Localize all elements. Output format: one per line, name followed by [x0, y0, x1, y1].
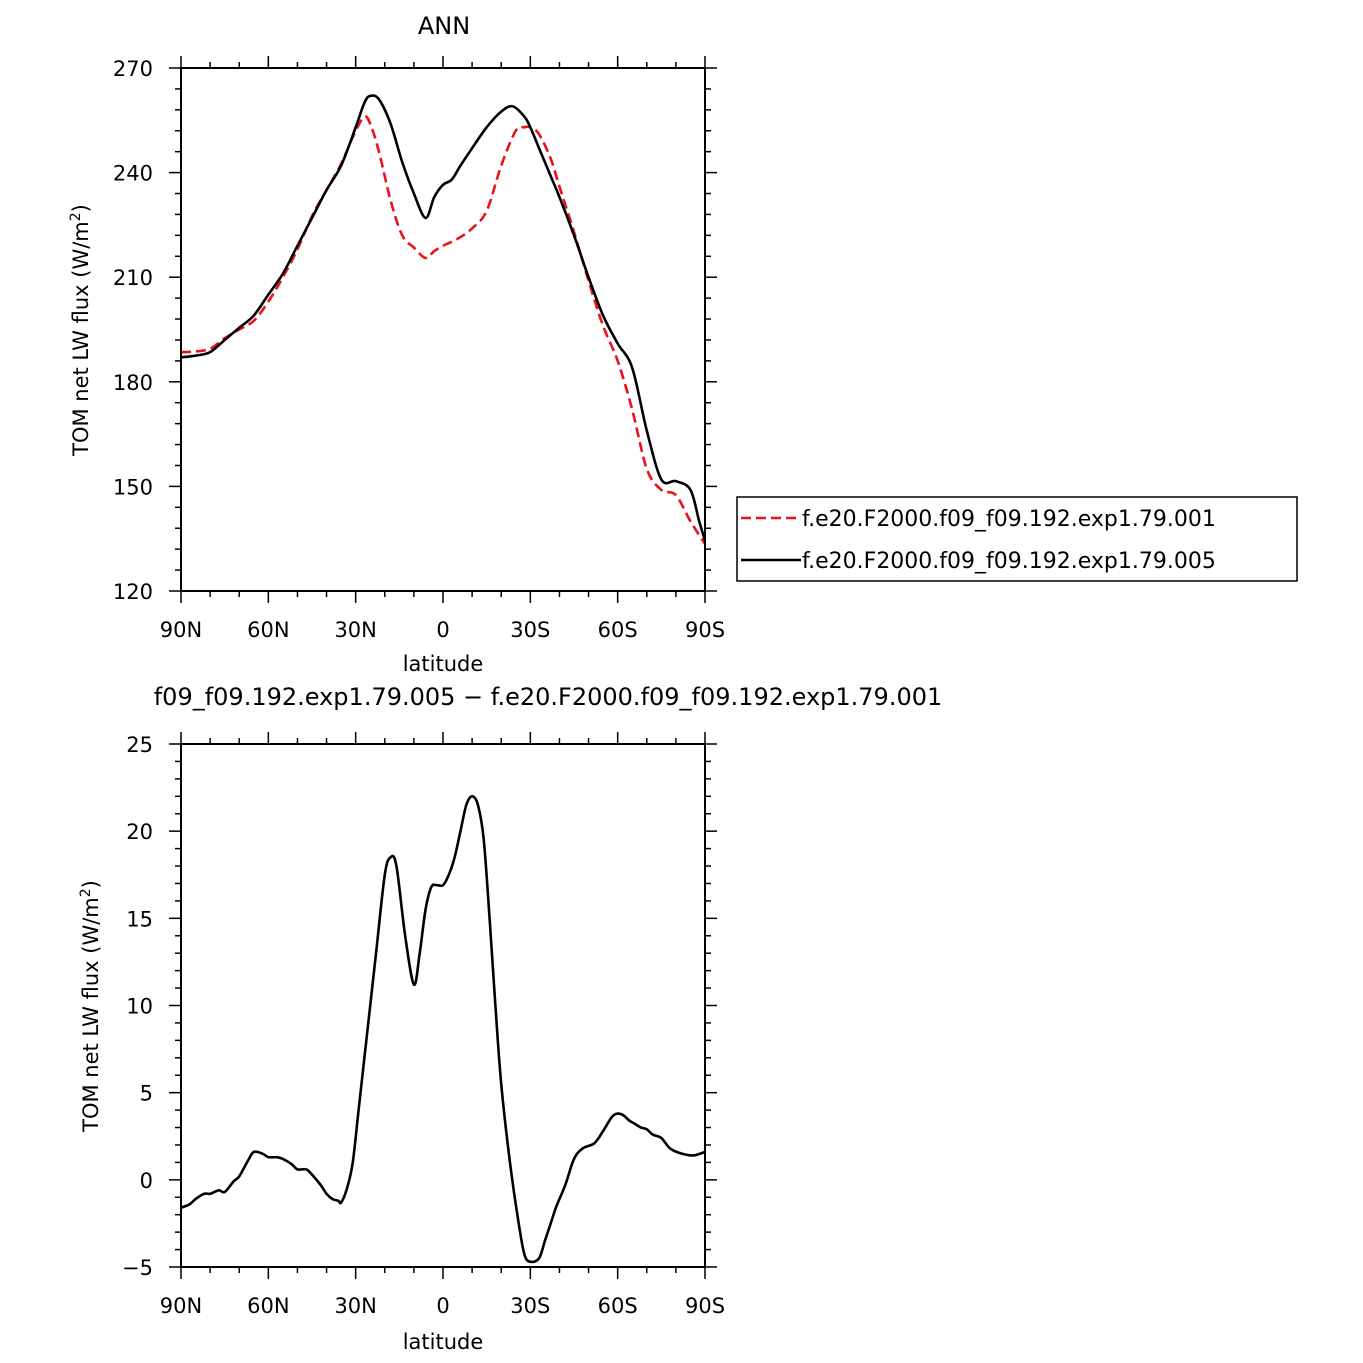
top-x-tick-label: 60S [598, 618, 638, 642]
top-series-line-0 [180, 115, 707, 545]
top-x-tick-label: 30S [510, 618, 550, 642]
top-plot-area [180, 94, 707, 545]
bottom-x-tick-label: 30S [510, 1294, 550, 1318]
bottom-x-tick-label: 30N [334, 1294, 376, 1318]
legend-entry-005: f.e20.F2000.f09_f09.192.exp1.79.005 [802, 549, 1216, 574]
top-x-tick-label: 90N [160, 618, 202, 642]
bottom-y-tick-label: 25 [126, 733, 153, 757]
bottom-y-tick-label: 20 [126, 820, 153, 844]
top-x-tick-label: 90S [685, 618, 725, 642]
bottom-x-tick-label: 60N [247, 1294, 289, 1318]
top-x-axis-label: latitude [403, 652, 484, 676]
top-x-tick-label: 0 [436, 618, 449, 642]
bottom-y-tick-label: 0 [140, 1169, 153, 1193]
top-y-tick-label: 150 [113, 475, 153, 499]
bottom-x-tick-label: 60S [598, 1294, 638, 1318]
top-x-axis: 90N 60N 30N 0 30S 60S 90S [160, 56, 725, 642]
bottom-x-tick-label: 90N [160, 1294, 202, 1318]
bottom-y-axis: −5 0 5 10 15 20 25 [122, 733, 717, 1280]
bottom-x-tick-label: 0 [436, 1294, 449, 1318]
top-chart: ANN 90N 60N 30N 0 30S 60S 90S 120 150 180 210 240 2… [68, 12, 1298, 676]
bottom-y-tick-label: 15 [126, 907, 153, 931]
bottom-chart: f09_f09.192.exp1.79.005 − f.e20.F2000.f0… [78, 683, 942, 1354]
top-y-tick-label: 210 [113, 266, 153, 290]
bottom-chart-title: f09_f09.192.exp1.79.005 − f.e20.F2000.f0… [154, 683, 943, 711]
top-series-line-1 [180, 94, 707, 541]
top-y-axis: 120 150 180 210 240 270 [113, 57, 717, 604]
top-y-tick-label: 120 [113, 580, 153, 604]
top-y-axis-label: TOM net LW flux (W/m2) [68, 204, 93, 457]
top-y-tick-label: 270 [113, 57, 153, 81]
bottom-x-axis-label: latitude [403, 1330, 484, 1354]
top-y-tick-label: 240 [113, 162, 153, 186]
top-y-tick-label: 180 [113, 371, 153, 395]
top-plot-frame [180, 67, 706, 592]
top-x-tick-label: 30N [334, 618, 376, 642]
top-x-tick-label: 60N [247, 618, 289, 642]
legend: f.e20.F2000.f09_f09.192.exp1.79.001 f.e2… [736, 496, 1298, 582]
bottom-x-tick-label: 90S [685, 1294, 725, 1318]
legend-frame [736, 496, 1298, 582]
bottom-y-tick-label: 10 [126, 995, 153, 1019]
bottom-plot-frame [180, 743, 706, 1268]
bottom-y-axis-label: TOM net LW flux (W/m2) [78, 880, 103, 1133]
bottom-y-tick-label: −5 [122, 1256, 153, 1280]
bottom-series-line-0 [180, 795, 706, 1264]
bottom-x-axis: 90N 60N 30N 0 30S 60S 90S [160, 732, 725, 1318]
legend-entry-001: f.e20.F2000.f09_f09.192.exp1.79.001 [802, 507, 1216, 532]
top-chart-title: ANN [418, 12, 470, 40]
bottom-plot-area [180, 795, 706, 1264]
bottom-y-tick-label: 5 [140, 1082, 153, 1106]
